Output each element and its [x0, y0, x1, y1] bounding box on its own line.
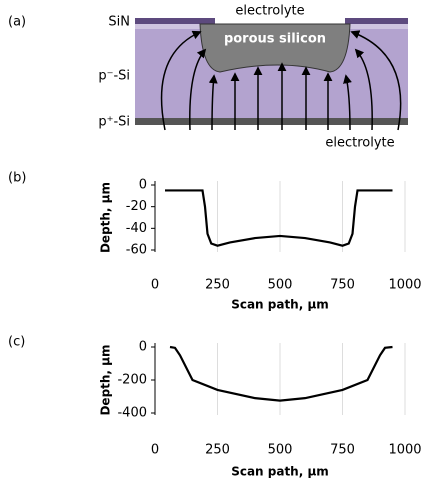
- panel-label: (a): [8, 15, 26, 30]
- x-tick-label: 250: [205, 443, 230, 458]
- x-tick-label: 750: [330, 443, 355, 458]
- x-tick-label: 0: [151, 443, 159, 458]
- y-tick-label: -60: [126, 243, 147, 258]
- p-plus-layer: [135, 118, 408, 125]
- y-tick-label: 0: [139, 178, 147, 193]
- panel-label: (c): [8, 335, 25, 350]
- x-axis-title: Scan path, µm: [231, 465, 329, 479]
- data-line: [169, 345, 393, 402]
- sin-layer: [135, 18, 215, 24]
- y-tick-label: -400: [117, 406, 147, 421]
- x-tick-label: 250: [205, 278, 230, 293]
- y-tick-label: -200: [117, 373, 147, 388]
- arrows: [160, 30, 402, 131]
- y-tick-label: -20: [126, 199, 147, 214]
- x-tick-label: 500: [268, 278, 293, 293]
- x-tick-label: 1000: [388, 443, 421, 458]
- region-label: porous silicon: [224, 32, 326, 47]
- sin-layer: [345, 18, 408, 24]
- y-axis-title: Depth, µm: [99, 182, 113, 253]
- layer-label: p⁻-Si: [98, 69, 130, 84]
- y-axis-title: Depth, µm: [99, 344, 113, 415]
- x-tick-label: 0: [151, 278, 159, 293]
- x-tick-label: 500: [268, 443, 293, 458]
- layer-label: SiN: [108, 15, 130, 30]
- panel-label: (b): [8, 171, 26, 186]
- y-tick-label: -40: [126, 221, 147, 236]
- x-tick-label: 1000: [388, 278, 421, 293]
- top-label: electrolyte: [235, 4, 304, 19]
- layer-label: p⁺-Si: [98, 115, 130, 130]
- diagram: (a) electrolyte porous silicon SiN p⁻-Si…: [8, 4, 408, 151]
- x-tick-label: 750: [330, 278, 355, 293]
- data-line: [165, 189, 393, 247]
- y-tick-label: 0: [139, 340, 147, 355]
- bottom-label: electrolyte: [325, 136, 394, 151]
- x-axis-title: Scan path, µm: [231, 298, 329, 312]
